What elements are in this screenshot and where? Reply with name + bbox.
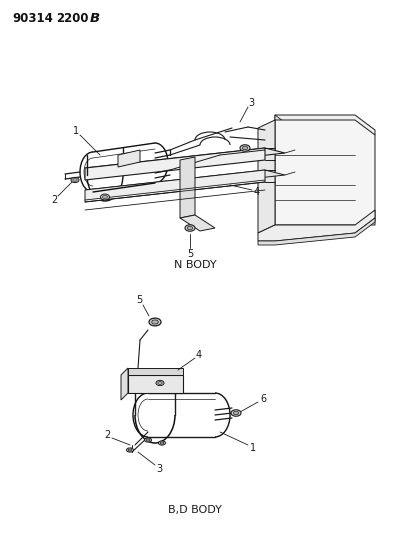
Ellipse shape <box>242 146 248 150</box>
Polygon shape <box>85 170 265 202</box>
Polygon shape <box>180 157 195 218</box>
Polygon shape <box>118 150 140 167</box>
Polygon shape <box>180 215 215 231</box>
Text: 90314: 90314 <box>12 12 53 25</box>
Text: 2: 2 <box>104 430 110 440</box>
Text: 1: 1 <box>250 443 256 453</box>
Polygon shape <box>128 375 183 393</box>
Polygon shape <box>85 148 265 180</box>
Text: 2200: 2200 <box>56 12 89 25</box>
Text: 5: 5 <box>187 249 193 259</box>
Polygon shape <box>258 120 275 233</box>
Ellipse shape <box>240 145 250 151</box>
Text: 1: 1 <box>73 126 79 136</box>
Ellipse shape <box>156 381 164 385</box>
Ellipse shape <box>101 194 109 200</box>
Text: 4: 4 <box>254 187 260 197</box>
Ellipse shape <box>231 410 241 416</box>
Ellipse shape <box>233 411 239 415</box>
Ellipse shape <box>128 449 132 451</box>
Ellipse shape <box>152 320 158 324</box>
Ellipse shape <box>158 382 162 384</box>
Text: N BODY: N BODY <box>174 260 216 270</box>
Text: B,D BODY: B,D BODY <box>168 505 222 515</box>
Text: B: B <box>90 12 100 25</box>
Ellipse shape <box>73 179 77 181</box>
Polygon shape <box>121 368 128 400</box>
Text: 3: 3 <box>248 98 254 108</box>
Polygon shape <box>275 115 375 135</box>
Ellipse shape <box>146 439 150 441</box>
Text: 4: 4 <box>196 350 202 360</box>
Polygon shape <box>128 368 183 375</box>
Ellipse shape <box>71 177 79 183</box>
Polygon shape <box>258 218 375 245</box>
Polygon shape <box>85 148 285 173</box>
Ellipse shape <box>126 448 134 452</box>
Text: 3: 3 <box>156 464 162 474</box>
Polygon shape <box>258 210 375 241</box>
Ellipse shape <box>187 226 193 230</box>
Text: 6: 6 <box>260 394 266 404</box>
Polygon shape <box>85 170 285 195</box>
Ellipse shape <box>149 318 161 326</box>
Text: 5: 5 <box>136 295 142 305</box>
Text: 2: 2 <box>51 195 57 205</box>
Ellipse shape <box>144 438 152 442</box>
Ellipse shape <box>103 196 107 199</box>
Ellipse shape <box>185 225 195 231</box>
Polygon shape <box>275 115 295 135</box>
Ellipse shape <box>160 442 164 444</box>
Ellipse shape <box>158 441 166 445</box>
Polygon shape <box>275 120 375 225</box>
